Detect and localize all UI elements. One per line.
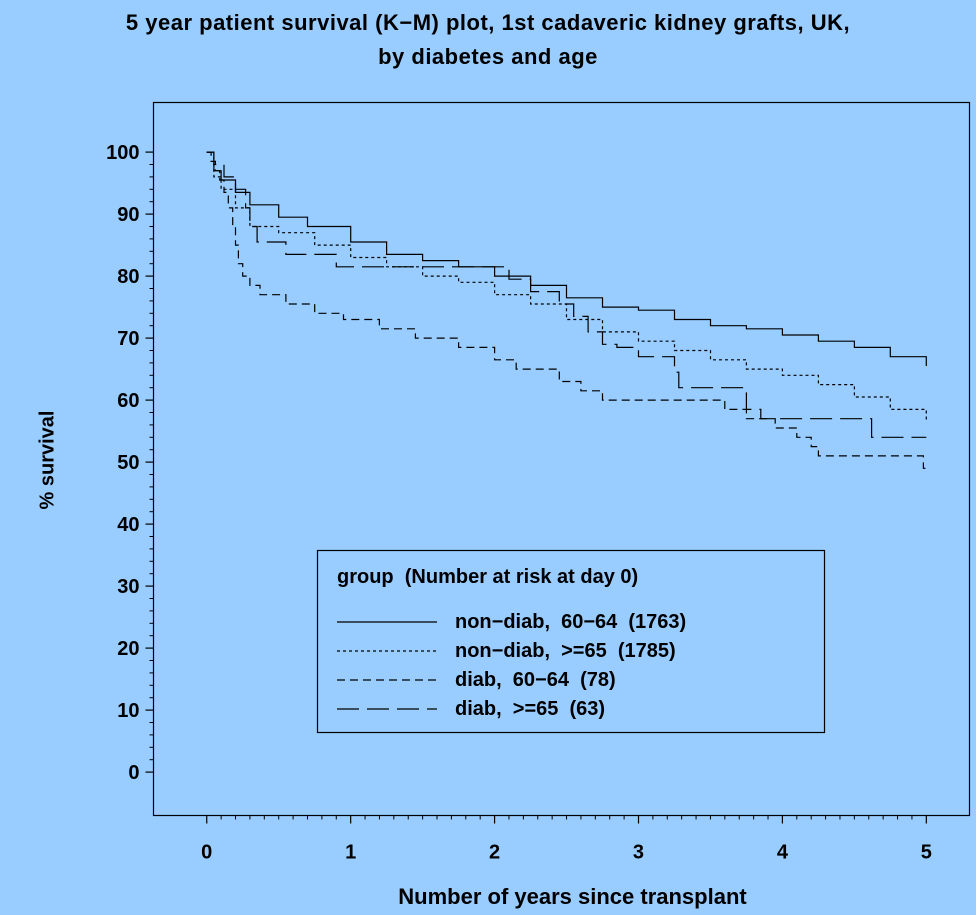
x-tick-label: 2 xyxy=(489,842,500,864)
legend-entry-label: diab, >=65 (63) xyxy=(455,698,606,720)
legend-title: group (Number at risk at day 0) xyxy=(337,566,639,588)
legend-samples xyxy=(337,621,437,710)
x-tick-label: 1 xyxy=(345,842,356,864)
y-tick-label: 40 xyxy=(117,514,139,536)
x-tick-label: 5 xyxy=(921,842,932,864)
y-tick-label: 90 xyxy=(117,204,139,226)
y-axis: 0 10 20 30 40 50 60 70 80 90 100 xyxy=(106,142,154,784)
legend-entry-label: diab, 60−64 (78) xyxy=(455,669,616,691)
legend-entry-label: non−diab, 60−64 (1763) xyxy=(455,611,687,633)
y-tick-label: 20 xyxy=(117,638,139,660)
plot-area-frame xyxy=(152,101,971,817)
x-axis: 0 1 2 3 4 5 xyxy=(201,815,932,864)
x-tick-label: 4 xyxy=(777,842,789,864)
y-tick-label: 50 xyxy=(117,452,139,474)
y-axis-label: % survival xyxy=(36,410,59,510)
chart-subtitle: by diabetes and age xyxy=(378,44,598,69)
x-tick-label: 0 xyxy=(201,842,212,864)
y-tick-label: 0 xyxy=(128,762,139,784)
x-axis-label: Number of years since transplant xyxy=(398,884,747,909)
y-tick-label: 60 xyxy=(117,390,139,412)
y-tick-label: 10 xyxy=(117,700,139,722)
legend-entry-label: non−diab, >=65 (1785) xyxy=(455,640,676,662)
series-line-1 xyxy=(206,151,927,422)
series-line-0 xyxy=(206,151,927,366)
y-tick-label: 70 xyxy=(117,328,139,350)
y-tick-label: 30 xyxy=(117,576,139,598)
legend-box xyxy=(316,549,826,734)
y-tick-label: 80 xyxy=(117,266,139,288)
series-layer xyxy=(206,151,927,469)
y-tick-label: 100 xyxy=(106,142,139,164)
x-tick-label: 3 xyxy=(633,842,644,864)
series-line-2 xyxy=(206,151,927,469)
chart-title: 5 year patient survival (K−M) plot, 1st … xyxy=(125,10,851,35)
series-line-3 xyxy=(206,151,927,438)
